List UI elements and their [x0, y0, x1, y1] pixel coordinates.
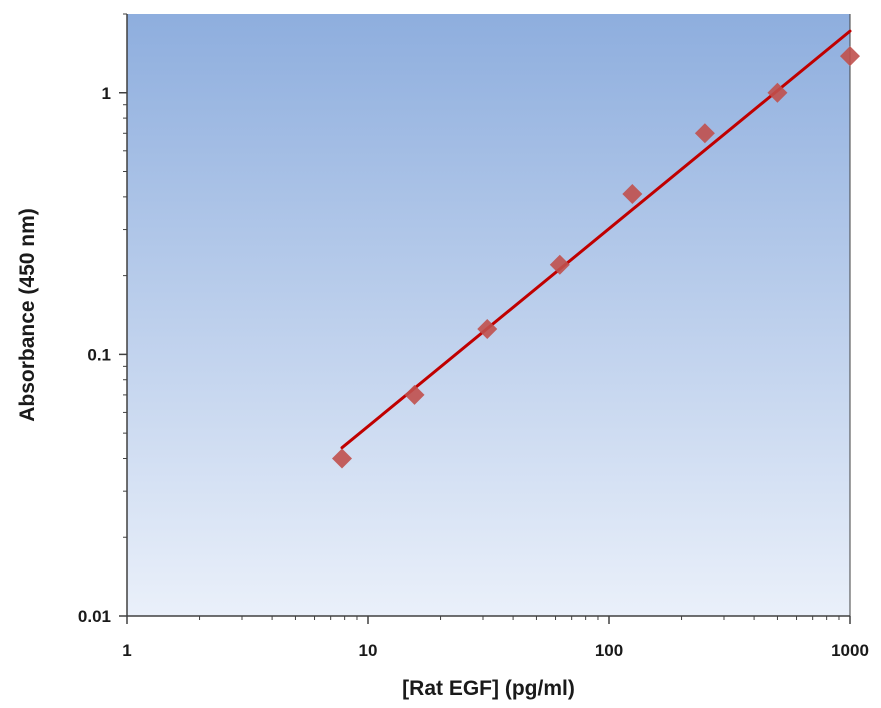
x-tick-label: 10 — [359, 641, 378, 660]
y-tick-label: 0.01 — [78, 607, 111, 626]
x-axis-title: [Rat EGF] (pg/ml) — [402, 677, 575, 700]
data-point — [404, 384, 425, 405]
data-point — [767, 82, 788, 103]
data-point — [549, 254, 570, 275]
data-points — [331, 46, 860, 469]
axes — [126, 14, 851, 617]
data-point — [840, 46, 860, 67]
plot-area — [127, 14, 850, 616]
x-tick-label: 1 — [122, 641, 131, 660]
y-axis-title: Absorbance (450 nm) — [16, 208, 39, 422]
fit-line — [340, 29, 852, 450]
x-tick-label: 1000 — [831, 641, 869, 660]
data-point — [622, 184, 643, 205]
y-tick-label: 1 — [102, 84, 111, 103]
data-point — [331, 448, 352, 469]
data-point — [477, 319, 498, 340]
y-tick-label: 0.1 — [87, 345, 111, 364]
data-point — [694, 123, 715, 144]
fit-line-layer — [340, 29, 852, 450]
tick-marks — [119, 13, 851, 624]
x-tick-label: 100 — [595, 641, 623, 660]
tick-labels: 1 10 100 1000 0.01 0.1 1 — [78, 84, 869, 660]
